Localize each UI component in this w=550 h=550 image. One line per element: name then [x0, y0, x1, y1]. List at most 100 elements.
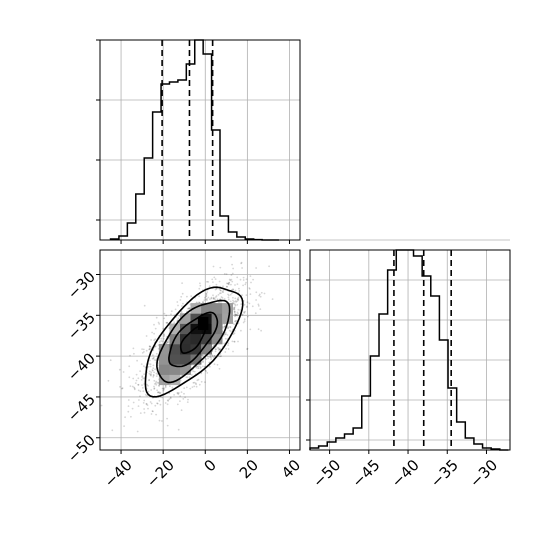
- scatter-point: [160, 340, 163, 342]
- hist2d-cell: [190, 303, 202, 314]
- scatter-point: [128, 376, 131, 379]
- scatter-point: [233, 308, 236, 310]
- scatter-point: [138, 399, 140, 401]
- scatter-point: [153, 359, 156, 361]
- scatter-point: [189, 387, 192, 390]
- scatter-point: [215, 348, 218, 351]
- scatter-point: [210, 297, 213, 300]
- scatter-point: [230, 330, 232, 333]
- scatter-point: [230, 283, 232, 286]
- scatter-point: [242, 279, 245, 281]
- scatter-point: [237, 299, 240, 302]
- scatter-point: [197, 365, 200, 367]
- scatter-point: [241, 267, 244, 269]
- scatter-point: [242, 321, 245, 324]
- scatter-point: [209, 355, 212, 357]
- scatter-point: [122, 371, 125, 373]
- hist2d-cell: [169, 374, 181, 386]
- scatter-point: [221, 290, 224, 293]
- scatter-point: [155, 316, 158, 319]
- scatter-point: [211, 355, 214, 358]
- scatter-point: [180, 311, 183, 314]
- scatter-point: [254, 312, 257, 315]
- scatter-point: [233, 306, 236, 309]
- scatter-point: [230, 278, 233, 281]
- scatter-point: [202, 365, 204, 368]
- scatter-point: [195, 383, 198, 386]
- scatter-point: [220, 355, 223, 358]
- scatter-point: [234, 320, 237, 322]
- scatter-point: [185, 386, 188, 389]
- scatter-point: [206, 280, 208, 283]
- scatter-point: [233, 313, 236, 316]
- scatter-point: [167, 338, 170, 340]
- scatter-point: [127, 399, 130, 401]
- scatter-point: [152, 376, 155, 378]
- scatter-point: [225, 273, 228, 275]
- scatter-point: [121, 387, 123, 390]
- scatter-point: [208, 365, 211, 368]
- scatter-point: [163, 312, 166, 315]
- scatter-point: [107, 379, 110, 382]
- scatter-point: [158, 391, 161, 394]
- scatter-point: [173, 394, 176, 396]
- scatter-point: [152, 367, 155, 370]
- scatter-point: [222, 291, 225, 293]
- scatter-point: [162, 327, 165, 330]
- scatter-point: [239, 278, 242, 281]
- scatter-point: [179, 400, 181, 402]
- hist2d-cell: [169, 364, 181, 375]
- scatter-point: [202, 301, 204, 303]
- scatter-point: [249, 275, 252, 277]
- scatter-point: [211, 278, 214, 281]
- scatter-point: [220, 301, 222, 303]
- scatter-point: [194, 382, 197, 385]
- scatter-point: [202, 361, 204, 363]
- scatter-point: [176, 403, 179, 406]
- scatter-point: [143, 373, 146, 376]
- scatter-point: [177, 317, 180, 320]
- scatter-point: [227, 283, 230, 285]
- scatter-point: [223, 342, 226, 345]
- scatter-point: [161, 420, 163, 422]
- scatter-point: [248, 288, 251, 290]
- histogram-x-ticks: [96, 39, 290, 244]
- scatter-point: [155, 380, 158, 383]
- scatter-point: [232, 299, 234, 302]
- hist2d-cell: [190, 354, 202, 365]
- scatter-point: [218, 280, 221, 283]
- scatter-point: [212, 296, 215, 299]
- scatter-point: [213, 355, 216, 357]
- scatter-point: [190, 295, 193, 298]
- scatter-point: [227, 342, 230, 344]
- scatter-point: [227, 326, 230, 329]
- scatter-point: [229, 279, 232, 282]
- scatter-point: [151, 369, 154, 371]
- scatter-point: [258, 293, 261, 296]
- scatter-point: [246, 348, 249, 351]
- scatter-point: [234, 303, 237, 306]
- scatter-point: [234, 313, 237, 316]
- scatter-point: [235, 320, 238, 322]
- scatter-point: [240, 262, 243, 265]
- scatter-point: [192, 370, 195, 373]
- scatter-point: [150, 373, 153, 376]
- scatter-point: [140, 379, 143, 381]
- scatter-point: [206, 297, 208, 300]
- scatter-point: [220, 289, 222, 292]
- scatter-point: [181, 282, 184, 284]
- scatter-point: [216, 363, 219, 366]
- scatter-point: [135, 379, 138, 382]
- scatter-point: [244, 310, 247, 313]
- scatter-point: [246, 301, 249, 304]
- scatter-point: [139, 412, 142, 414]
- scatter-point: [129, 385, 132, 387]
- scatter-point: [181, 292, 184, 295]
- scatter-point: [152, 374, 155, 377]
- scatter-point: [155, 383, 158, 386]
- scatter-point: [150, 371, 153, 374]
- scatter-point: [149, 401, 152, 403]
- scatter-point: [227, 298, 230, 301]
- scatter-point: [190, 374, 193, 376]
- scatter-point: [210, 356, 213, 359]
